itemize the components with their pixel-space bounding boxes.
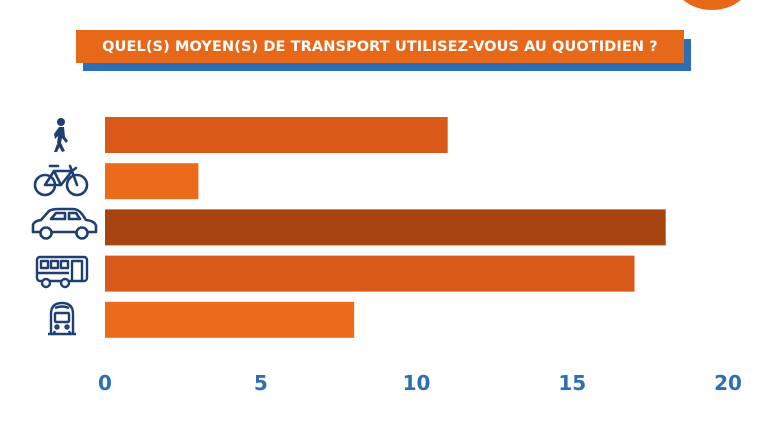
chart-title-banner: QUEL(S) MOYEN(S) DE TRANSPORT UTILISEZ-V…: [76, 30, 692, 72]
x-tick-label: 20: [714, 371, 742, 395]
corner-decoration: [674, 0, 750, 10]
bars-group: [105, 117, 666, 338]
walking-icon: [54, 118, 68, 152]
bus-icon: [35, 255, 89, 289]
bicycle-icon: [33, 164, 89, 197]
chart-title: QUEL(S) MOYEN(S) DE TRANSPORT UTILISEZ-V…: [102, 38, 658, 55]
bar-car: [105, 209, 666, 246]
x-tick-label: 5: [254, 371, 268, 395]
bar-bus: [105, 255, 635, 292]
x-tick-label: 10: [403, 371, 431, 395]
train-icon: [48, 301, 76, 336]
bar-walking: [105, 117, 448, 153]
car-icon: [31, 207, 98, 240]
title-box: QUEL(S) MOYEN(S) DE TRANSPORT UTILISEZ-V…: [76, 30, 684, 63]
x-tick-label: 0: [98, 371, 112, 395]
x-tick-label: 15: [558, 371, 586, 395]
x-axis-ticks: 0 5 10 15 20: [98, 371, 742, 395]
bar-bicycle: [105, 163, 199, 200]
bar-train: [105, 301, 355, 338]
